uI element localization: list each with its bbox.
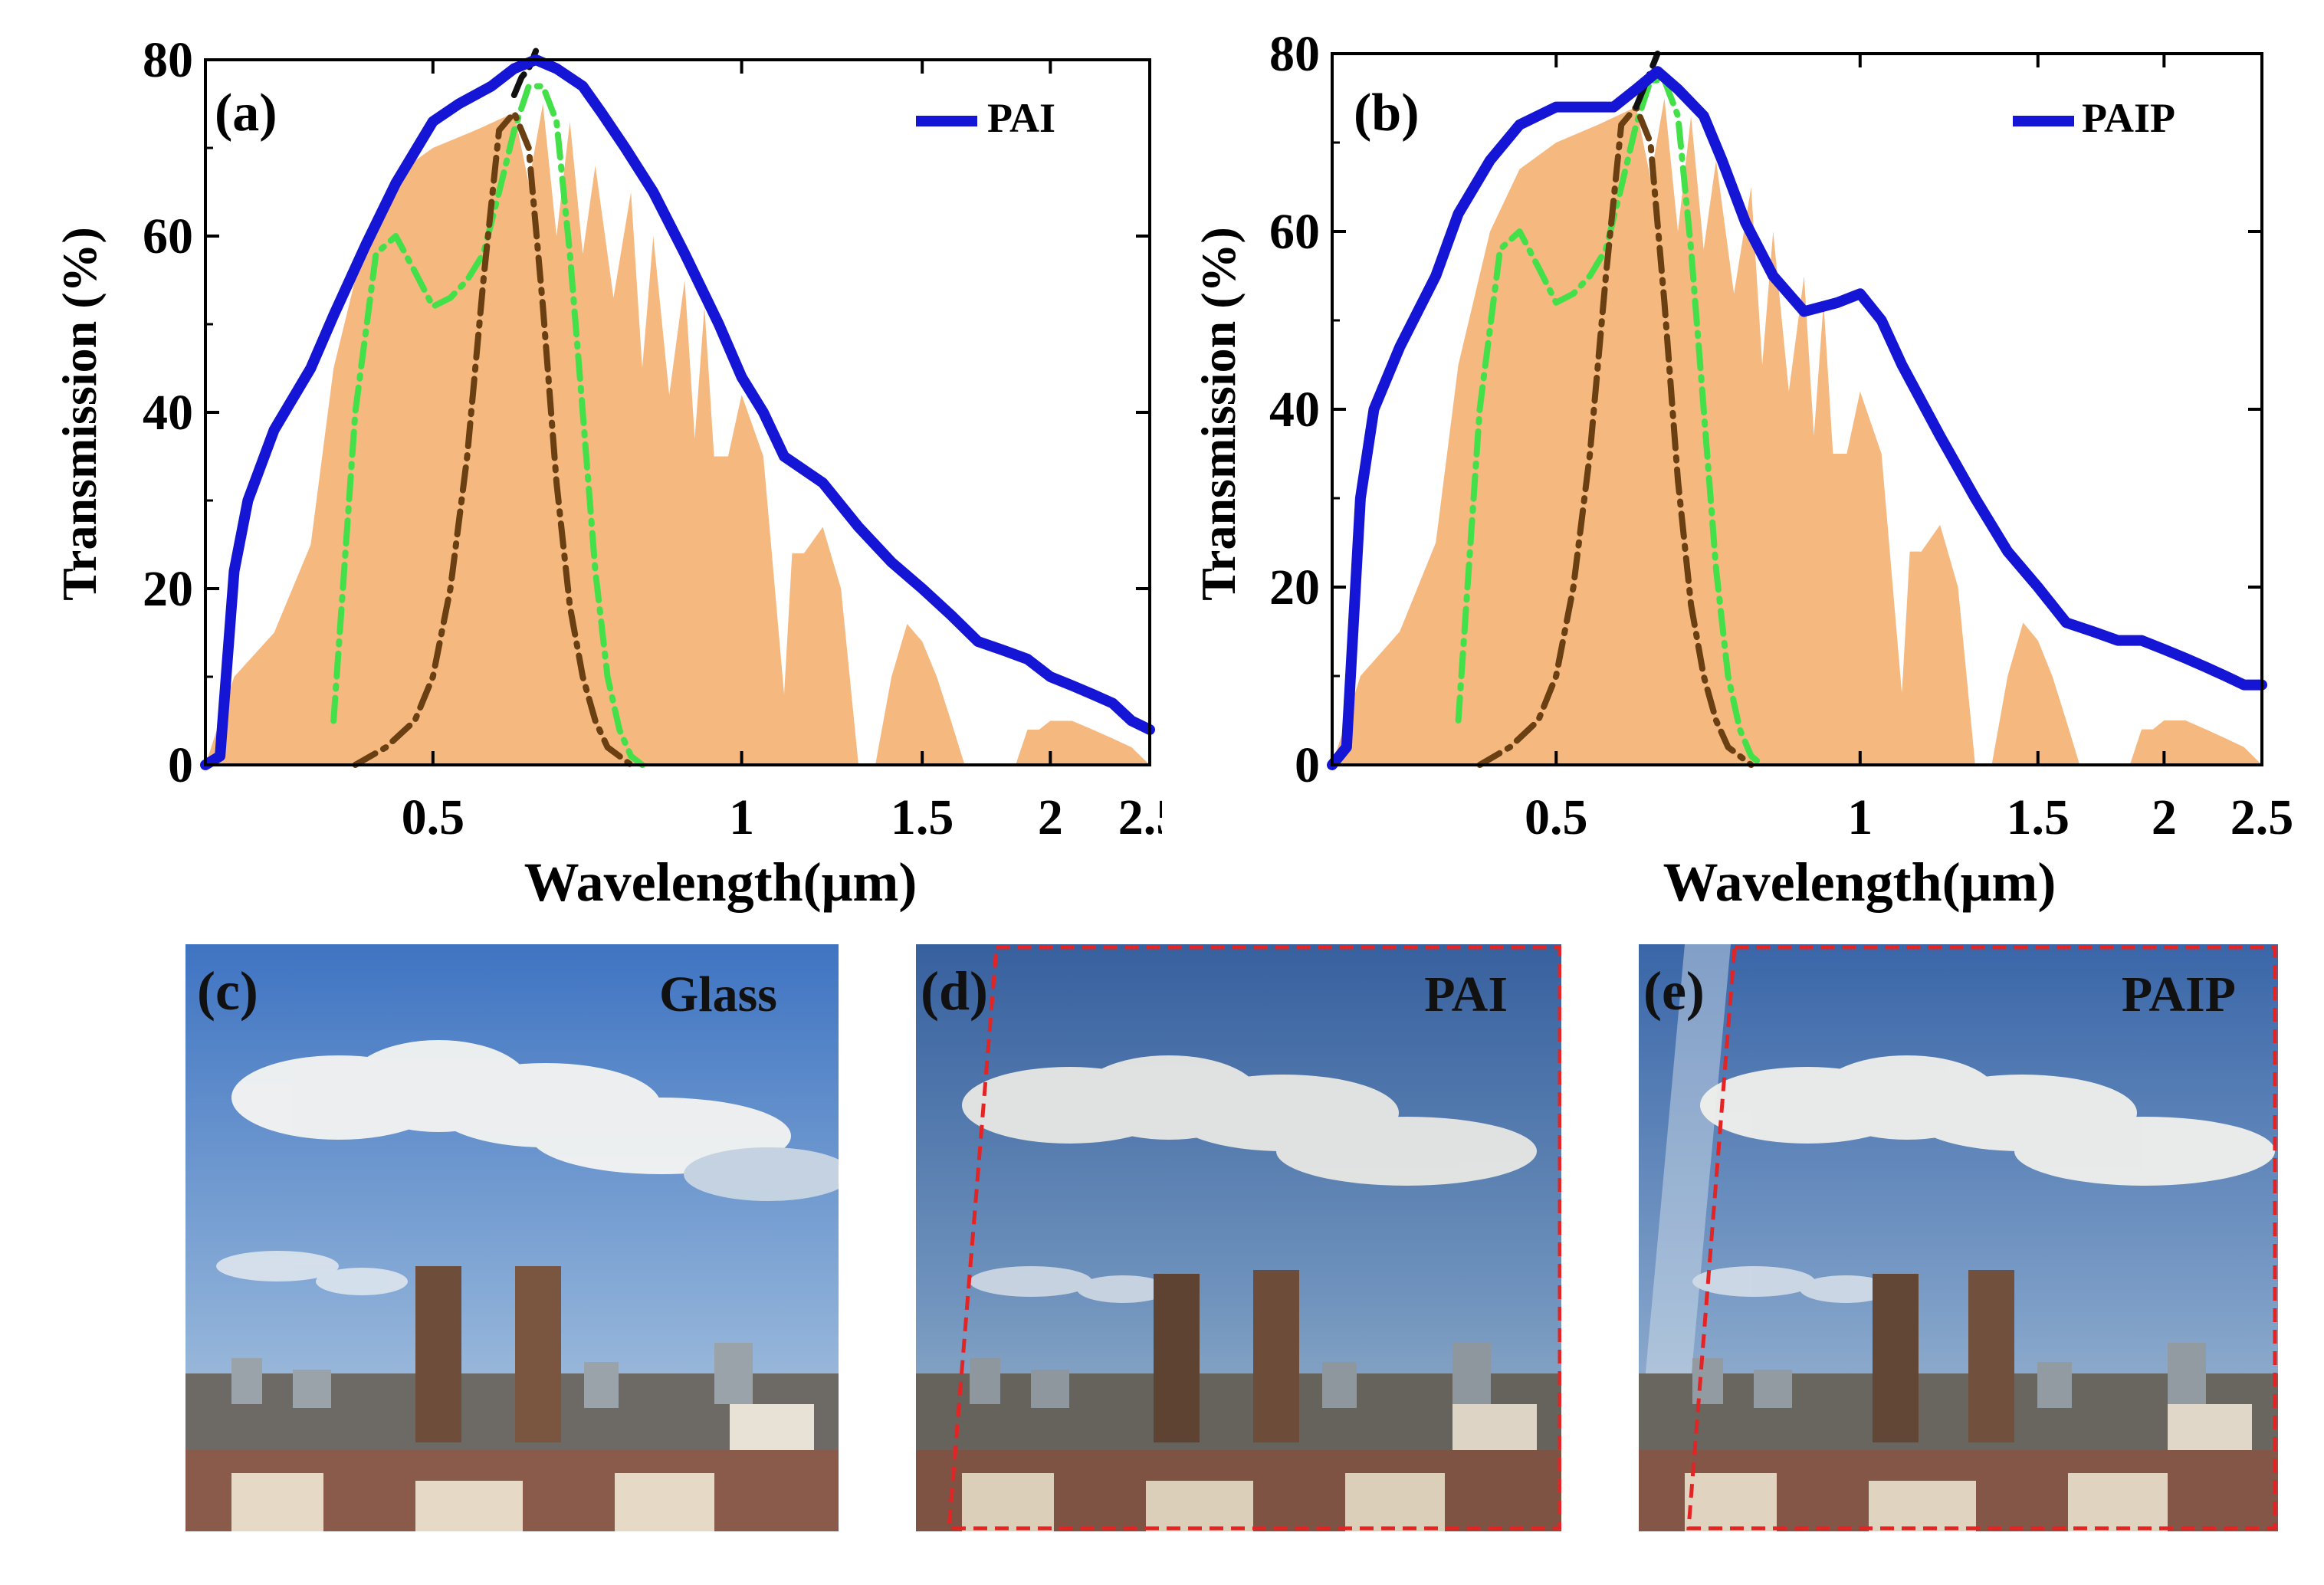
- x-axis-label-b: Wavelength(μm): [1663, 852, 2056, 913]
- x-tick-label-a: 2.5: [1118, 789, 1162, 845]
- legend-label-b: PAIP: [2082, 95, 2175, 141]
- plot-area-b: 0 20 40 60 80 0.5 1 1.5 2 2.5: [1269, 26, 2293, 845]
- sample-outline-e: [1686, 945, 2277, 1531]
- x-tick-label-b: 2: [2152, 789, 2177, 845]
- photo-panel-c: (c) Glass: [185, 944, 839, 1531]
- photo-caption-d: PAI: [1424, 966, 1508, 1022]
- series-green-dash-dot-a: [330, 83, 645, 768]
- y-tick-label-a: 80: [143, 32, 193, 88]
- x-tick-label-b: 1.5: [2007, 789, 2070, 845]
- skyline-image-c: [185, 944, 839, 1531]
- series-black-dash-dot-b: [1633, 51, 1661, 110]
- y-tick-label-a: 0: [168, 737, 193, 793]
- y-tick-label-b: 20: [1269, 560, 1320, 615]
- photo-label-e: (e): [1643, 960, 1705, 1022]
- y-axis-label-b: Transmission (%): [1191, 227, 1246, 601]
- y-tick-label-b: 80: [1269, 26, 1320, 82]
- panel-label-b: (b): [1354, 84, 1420, 143]
- x-tick-label-a: 1: [729, 789, 754, 845]
- series-paip-b: [1327, 66, 2267, 770]
- y-tick-label-b: 60: [1269, 204, 1320, 260]
- photo-label-c: (c): [197, 960, 258, 1022]
- x-tick-label-b: 2.5: [2230, 789, 2294, 845]
- series-solar-spectrum-b: [1332, 98, 2262, 765]
- sample-outline-d: [947, 945, 1561, 1531]
- skyline-image-d: [916, 944, 1561, 1531]
- skyline-image-e: [1639, 944, 2278, 1531]
- photo-caption-e: PAIP: [2121, 966, 2236, 1022]
- x-tick-label-a: 2: [1038, 789, 1063, 845]
- series-pai-a: [200, 54, 1155, 770]
- series-black-dash-dot-a: [510, 48, 540, 98]
- series-solar-spectrum-a: [205, 103, 1150, 765]
- y-tick-label-a: 60: [143, 208, 193, 264]
- legend-label-a: PAI: [987, 95, 1055, 141]
- x-tick-label-a: 1.5: [891, 789, 954, 845]
- x-axis-label-a: Wavelength(μm): [524, 852, 917, 913]
- photo-caption-c: Glass: [658, 966, 777, 1022]
- panel-label-a: (a): [215, 84, 277, 143]
- x-tick-label-b: 0.5: [1525, 789, 1588, 845]
- x-tick-label-a: 0.5: [402, 789, 465, 845]
- chart-panel-b: 0 20 40 60 80 0.5 1 1.5 2 2.5 (b) PAIP Wavelength…: [1191, 26, 2293, 913]
- x-tick-label-b: 1: [1847, 789, 1873, 845]
- chart-panel-a: 0 20 40 60 80 0.5 1 1.5 2 2.5 (a) PAI Wavelength(…: [52, 32, 1162, 913]
- y-axis-label-a: Transmission (%): [52, 227, 107, 601]
- series-brown-dash-dot-b: [1476, 103, 1754, 768]
- y-tick-label-b: 0: [1295, 737, 1320, 793]
- photo-panel-d: (d) PAI: [916, 944, 1561, 1531]
- photo-panel-e: (e) PAIP: [1639, 944, 2278, 1531]
- y-tick-label-b: 40: [1269, 382, 1320, 438]
- series-green-dash-dot-b: [1455, 77, 1766, 768]
- series-brown-dash-dot-a: [352, 110, 635, 768]
- plot-area-a: 0 20 40 60 80 0.5 1 1.5 2 2.5: [143, 32, 1162, 845]
- y-tick-label-a: 20: [143, 561, 193, 617]
- y-tick-label-a: 40: [143, 385, 193, 441]
- photo-label-d: (d): [921, 960, 988, 1022]
